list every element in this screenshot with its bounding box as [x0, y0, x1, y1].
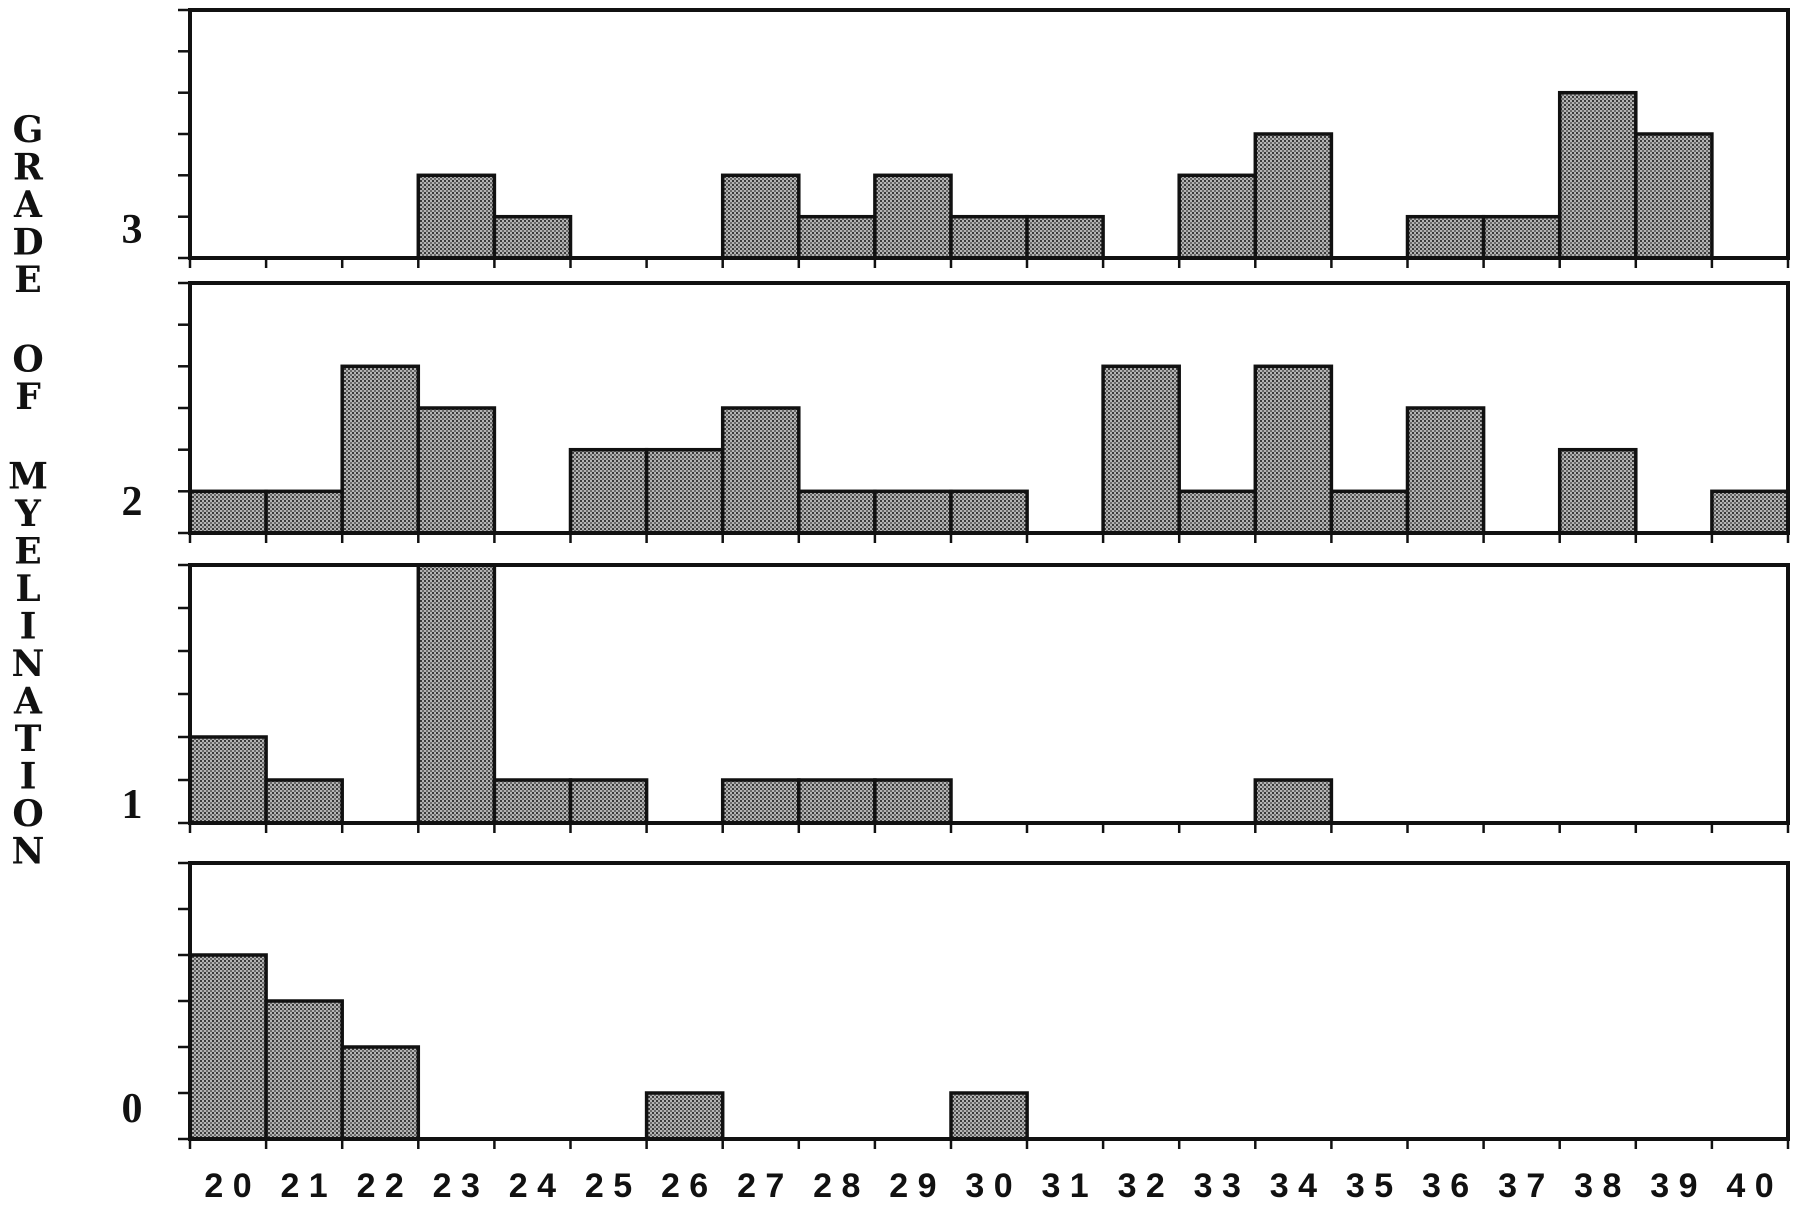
x-tick-label-34: 3 4 [1270, 1167, 1317, 1205]
bar-grade-2-week-33 [1177, 489, 1258, 535]
bar-grade-1-week-24 [492, 778, 573, 825]
bar-grade-1-week-21 [264, 778, 344, 825]
y-axis-label-letter: I [20, 756, 37, 798]
bar-grade-2-week-26 [644, 447, 725, 535]
y-axis-label-letter: F [15, 376, 41, 418]
y-axis-label-letter: T [15, 718, 42, 760]
y-axis-label-letter: L [15, 568, 40, 610]
bar-grade-3-week-28 [797, 214, 877, 260]
x-tick-label-21: 2 1 [280, 1167, 327, 1205]
bar-grade-2-week-32 [1101, 364, 1181, 535]
bar-grade-2-week-36 [1405, 406, 1486, 535]
x-tick-label-23: 2 3 [433, 1167, 480, 1205]
bar-grade-1-week-20 [188, 735, 268, 825]
y-axis-label-letter: D [12, 222, 43, 264]
bar-grade-3-week-24 [492, 214, 573, 260]
y-axis-label-letter: E [14, 259, 41, 301]
x-tick-label-29: 2 9 [889, 1167, 936, 1205]
y-axis-label-letter: O [12, 793, 43, 835]
bar-grade-2-week-21 [264, 489, 344, 535]
x-tick-label-25: 2 5 [585, 1167, 632, 1205]
grade-label: 3 [122, 207, 143, 253]
x-tick-label-38: 3 8 [1574, 1167, 1621, 1205]
grade-label: 1 [122, 782, 143, 828]
bar-grade-2-week-40 [1710, 489, 1790, 535]
x-tick-label-40: 4 0 [1726, 1167, 1773, 1205]
bar-grade-2-week-20 [188, 489, 268, 535]
bar-grade-2-week-22 [340, 364, 421, 535]
bar-grade-1-week-23 [416, 563, 497, 825]
bar-grade-0-week-22 [340, 1045, 421, 1141]
x-tick-label-39: 3 9 [1650, 1167, 1697, 1205]
bar-grade-0-week-20 [188, 953, 268, 1141]
bar-grade-3-week-33 [1177, 173, 1258, 260]
y-axis-label-letter: E [14, 531, 41, 573]
y-axis-label-letter: A [13, 184, 43, 226]
y-axis-label-letter: A [13, 681, 43, 723]
bar-grade-2-week-34 [1253, 364, 1334, 535]
bar-grade-3-week-36 [1405, 214, 1486, 260]
grade-label: 2 [122, 479, 143, 525]
bar-grade-2-week-30 [949, 489, 1029, 535]
x-tick-label-22: 2 2 [357, 1167, 404, 1205]
panel-grade-3: 3 [122, 8, 1790, 268]
y-axis-label-letter: R [13, 147, 44, 189]
bar-grade-1-week-29 [873, 778, 953, 825]
x-tick-label-32: 3 2 [1118, 1167, 1165, 1205]
bar-grade-3-week-34 [1253, 132, 1334, 260]
bar-grade-2-week-29 [873, 489, 953, 535]
bar-grade-3-week-37 [1481, 214, 1562, 260]
x-tick-label-35: 3 5 [1346, 1167, 1393, 1205]
bar-grade-0-week-30 [949, 1091, 1029, 1141]
y-axis-label-letter: N [12, 643, 45, 685]
panel-grade-1: 1 [122, 563, 1790, 833]
bar-grade-3-week-29 [873, 173, 953, 260]
y-axis-label-letter: N [12, 831, 45, 873]
x-tick-label-20: 2 0 [204, 1167, 251, 1205]
x-tick-label-30: 3 0 [965, 1167, 1012, 1205]
bar-grade-2-week-23 [416, 406, 497, 535]
y-axis-label-letter: G [13, 109, 44, 151]
x-tick-label-37: 3 7 [1498, 1167, 1545, 1205]
bar-grade-3-week-31 [1025, 214, 1105, 260]
bar-grade-0-week-26 [644, 1091, 725, 1141]
bar-grade-2-week-27 [720, 406, 801, 535]
bar-grade-1-week-25 [568, 778, 649, 825]
x-tick-label-26: 2 6 [661, 1167, 708, 1205]
bar-grade-1-week-34 [1253, 778, 1334, 825]
x-tick-label-31: 3 1 [1041, 1167, 1088, 1205]
grade-label: 0 [122, 1086, 143, 1132]
chart-panels: 3 2 1 0 [122, 8, 1790, 1149]
y-axis-label-letter: Y [14, 493, 42, 535]
bar-grade-2-week-35 [1329, 489, 1410, 535]
bar-grade-1-week-28 [797, 778, 877, 825]
bar-grade-0-week-21 [264, 999, 344, 1141]
bar-grade-3-week-23 [416, 173, 497, 260]
bar-grade-1-week-27 [720, 778, 801, 825]
x-tick-label-28: 2 8 [813, 1167, 860, 1205]
y-axis-label-letter: I [20, 606, 37, 648]
y-axis-label-letter: O [12, 339, 43, 381]
y-axis-label-letter: M [8, 456, 48, 498]
bar-grade-2-week-28 [797, 489, 877, 535]
x-tick-label-33: 3 3 [1194, 1167, 1241, 1205]
panel-grade-0: 0 [122, 861, 1790, 1149]
x-axis-tick-labels: 2 0 2 1 2 2 2 3 2 4 2 5 2 6 2 7 2 8 2 9 3 0 3 1 3 2 3… [204, 1167, 1773, 1205]
bar-grade-3-week-39 [1634, 132, 1714, 260]
bar-grade-3-week-38 [1557, 90, 1638, 260]
bar-grade-2-week-38 [1557, 447, 1638, 535]
bar-grade-2-week-25 [568, 447, 649, 535]
panel-grade-2: 2 [122, 281, 1790, 543]
x-tick-label-27: 2 7 [737, 1167, 784, 1205]
x-tick-label-24: 2 4 [509, 1167, 556, 1205]
bar-grade-3-week-30 [949, 214, 1029, 260]
x-tick-label-36: 3 6 [1422, 1167, 1469, 1205]
bar-grade-3-week-27 [720, 173, 801, 260]
